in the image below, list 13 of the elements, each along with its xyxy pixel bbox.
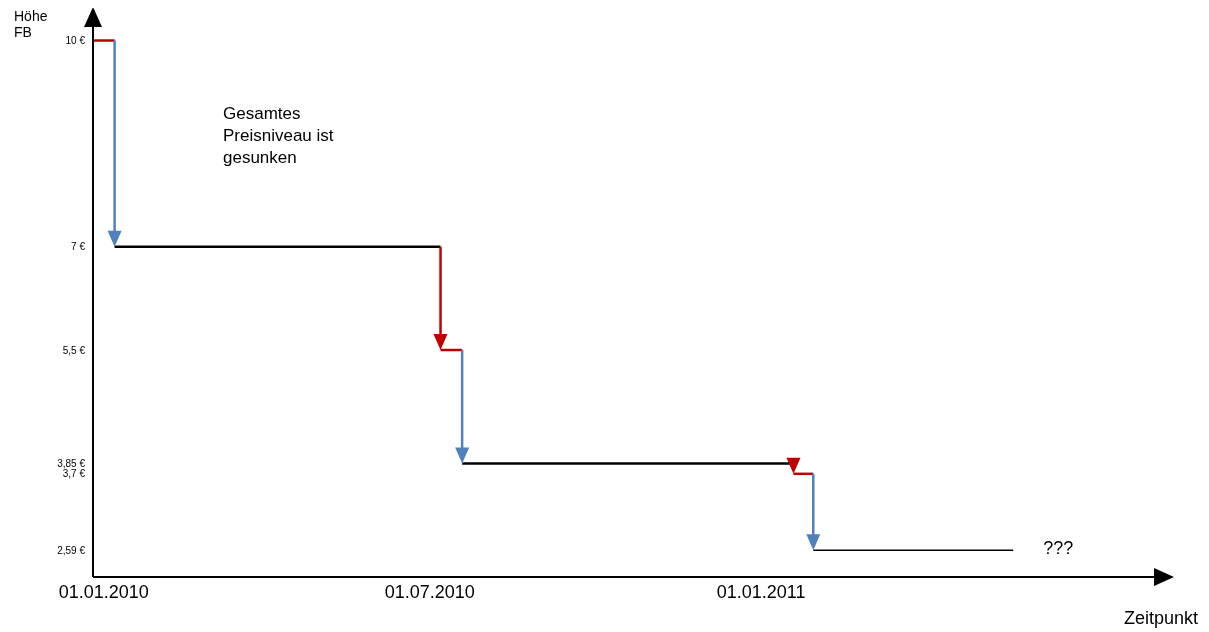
x-tick-label: 01.01.2011 [716,581,806,602]
y-tick-label: 5,5 € [62,344,86,356]
y-tick-label: 10 € [65,35,86,47]
x-tick-label: 01.07.2010 [384,581,475,602]
y-tick-label: 3,85 € [57,458,86,470]
x-axis-title: Zeitpunkt [1123,608,1198,629]
x-tick-label: 01.01.2010 [58,581,149,602]
y-tick-label: 7 € [71,241,86,253]
y-tick-label: 2,59 € [57,544,86,556]
y-axis-title: Höhe FB [14,8,49,40]
annotation: ??? [1043,538,1074,560]
y-tick-label: 3,7 € [62,468,86,480]
annotation: Gesamtes Preisniveau ist gesunken [223,103,335,169]
